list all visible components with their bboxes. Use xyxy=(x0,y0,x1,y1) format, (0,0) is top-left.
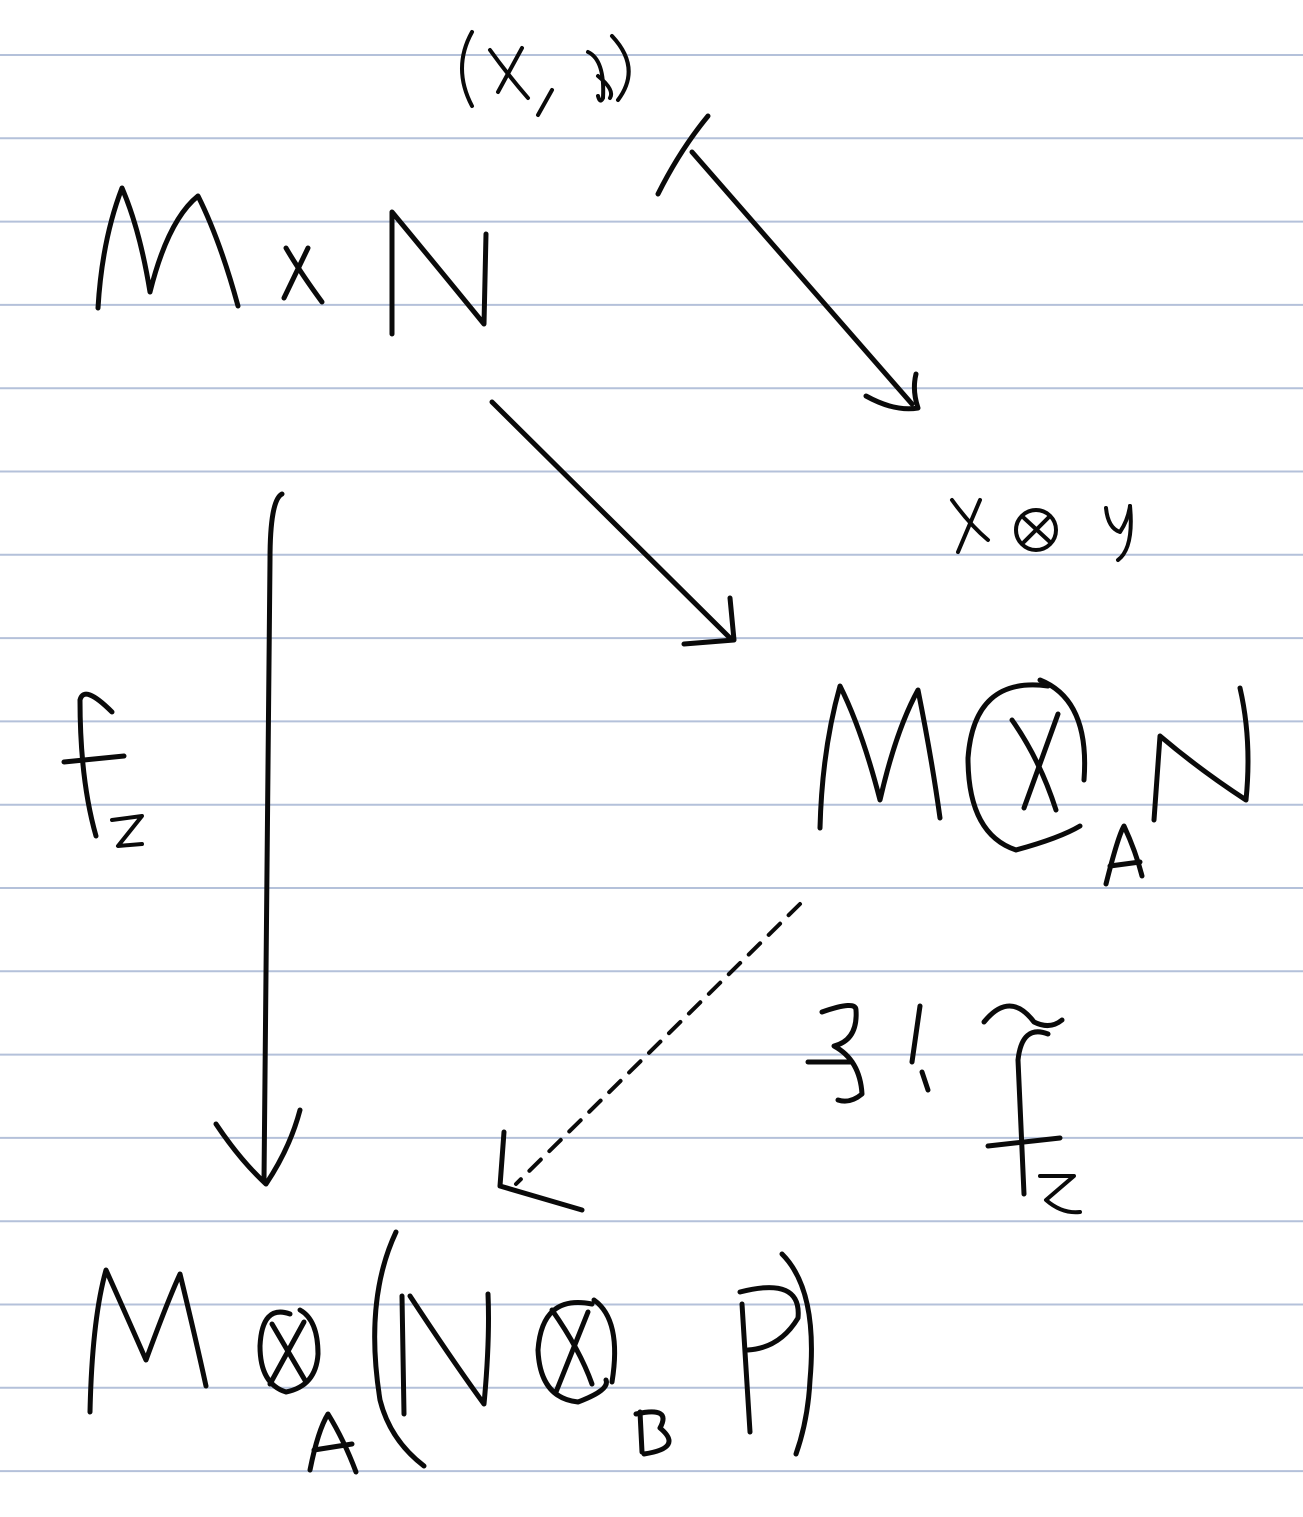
label-left-map xyxy=(61,691,144,848)
node-pair xyxy=(460,30,631,117)
arrow-source-to-tensor xyxy=(489,399,737,647)
label-induced-map xyxy=(805,1003,1082,1215)
source-label: M x N xyxy=(98,190,101,191)
tensor-label: M ⊗A N xyxy=(820,690,824,691)
mapsto-arrow xyxy=(655,113,921,412)
node-tensor xyxy=(817,677,1251,887)
element-label: x ⊗ y xyxy=(952,500,955,501)
node-element xyxy=(950,498,1133,562)
induced-map-label: ∃! f̂z xyxy=(808,1000,810,1001)
node-source xyxy=(95,185,489,337)
pair-label: (x, y) xyxy=(455,30,458,31)
target-label: M ⊗A (N ⊗B P) xyxy=(90,1270,97,1271)
arrow-source-to-target xyxy=(213,491,303,1187)
node-target xyxy=(87,1229,814,1475)
left-map-label: fz xyxy=(64,690,65,691)
arrow-tensor-to-target xyxy=(497,902,802,1213)
